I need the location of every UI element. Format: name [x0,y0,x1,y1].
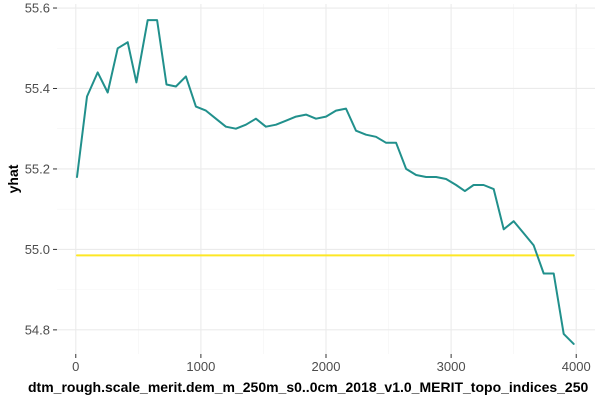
series-line-0 [76,19,575,345]
x-tick-label: 2000 [312,359,341,374]
y-tick-label: 55.2 [25,161,50,176]
series-layer [76,19,575,345]
y-axis-title: yhat [5,164,21,193]
y-tick-label: 55.0 [25,242,50,257]
x-axis-title: dtm_rough.scale_merit.dem_m_250m_s0..0cm… [28,379,589,395]
x-tick-label: 4000 [562,359,591,374]
x-tick-label: 0 [72,359,79,374]
y-tick-label: 55.6 [25,1,50,16]
x-tick-label: 1000 [186,359,215,374]
x-tick-label: 3000 [437,359,466,374]
y-tick-label: 55.4 [25,81,50,96]
y-axis-ticks: 54.8 55.0 55.2 55.4 55.6 [25,1,57,337]
grid-major [57,4,595,354]
y-tick-label: 54.8 [25,322,50,337]
x-axis-ticks: 0 1000 2000 3000 4000 [72,354,591,374]
